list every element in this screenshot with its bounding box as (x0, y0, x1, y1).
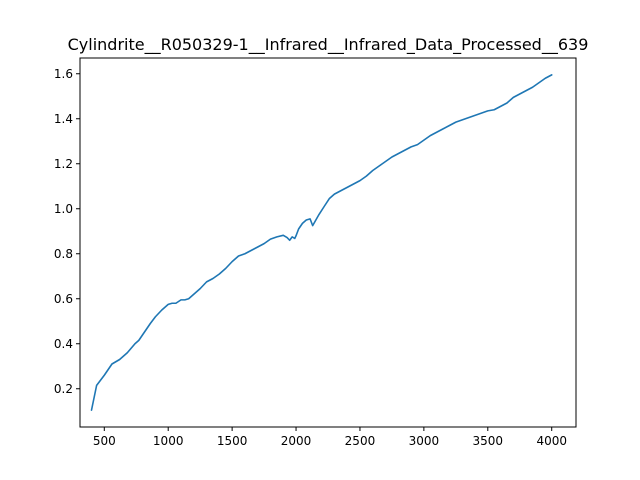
y-tick-label: 1.4 (54, 112, 73, 126)
axes-frame (79, 57, 577, 428)
y-tick-label: 0.8 (54, 247, 73, 261)
y-tick-label: 0.4 (54, 337, 73, 351)
chart-title: Cylindrite__R050329-1__Infrared__Infrare… (68, 35, 589, 55)
y-tick-label: 1.0 (54, 202, 73, 216)
x-tick-label: 1000 (153, 434, 184, 448)
x-tick-label: 2000 (281, 434, 312, 448)
x-tick-label: 500 (93, 434, 116, 448)
axis-ticks: 500 1000 1500 2000 2500 3000 3500 4000 0.2 0.4 0.6… (54, 67, 567, 448)
x-tick-label: 1500 (217, 434, 248, 448)
y-tick-label: 1.6 (54, 67, 73, 81)
x-tick-label: 3500 (473, 434, 504, 448)
y-tick-label: 0.2 (54, 382, 73, 396)
x-tick-label: 4000 (536, 434, 567, 448)
x-tick-label: 3000 (409, 434, 440, 448)
y-tick-label: 0.6 (54, 292, 73, 306)
plot-area (90, 74, 553, 411)
series-line-0 (90, 74, 553, 411)
y-tick-label: 1.2 (54, 157, 73, 171)
x-tick-label: 2500 (345, 434, 376, 448)
